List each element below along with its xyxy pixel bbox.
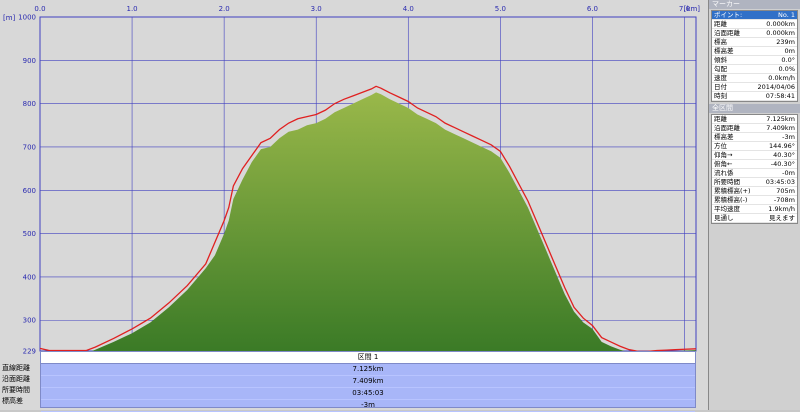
x-tick-label-7: 7.0 (679, 5, 690, 13)
x-tick-label-4: 4.0 (403, 5, 414, 13)
segment-value-time: 03:45:03 (41, 388, 695, 400)
y-axis-ticks: 229 300 400 500 600 700 800 900 1000 (18, 14, 36, 356)
y-tick-label-5: 700 (23, 143, 36, 151)
x-tick-label-2: 2.0 (219, 5, 230, 13)
whole-section-title: 全区間 (709, 104, 800, 113)
segment-header[interactable]: 区間 1 (41, 352, 695, 364)
marker-row-date[interactable]: 日付 2014/04/06 (712, 83, 797, 92)
marker-section-title: マーカー (709, 0, 800, 9)
x-unit-label: [km] (684, 5, 701, 13)
x-tick-label-0: 0.0 (34, 5, 45, 13)
marker-row-surface-distance[interactable]: 沿面距離 0.000km (712, 29, 797, 38)
info-side-panel: マーカー ポイント: No. 1 距離 0.000km 沿面距離 0.000km 標高… (708, 0, 800, 410)
y-tick-label-4: 600 (23, 187, 36, 195)
segment-label-elev: 標高差 (2, 397, 23, 405)
whole-row-cumulative-descent[interactable]: 累積標高(-) -708m (712, 196, 797, 205)
y-unit-label: [m] (3, 14, 16, 22)
marker-row-speed[interactable]: 速度 0.0km/h (712, 74, 797, 83)
whole-row-elevation-angle[interactable]: 仰角→ 40.30° (712, 151, 797, 160)
y-tick-label-6: 800 (23, 100, 36, 108)
marker-row-elevation-diff[interactable]: 標高差 0m (712, 47, 797, 56)
y-tick-label-3: 500 (23, 230, 36, 238)
whole-row-average-speed[interactable]: 平均速度 1.9km/h (712, 205, 797, 214)
segment-value-elev: -3m (41, 400, 695, 412)
marker-row-slope[interactable]: 傾斜 0.0° (712, 56, 797, 65)
whole-row-bearing[interactable]: 方位 144.96° (712, 142, 797, 151)
y-tick-label-8: 1000 (18, 14, 36, 22)
segment-label-straight: 直線距離 (2, 364, 30, 372)
segment-value-surface: 7.409km (41, 376, 695, 388)
whole-row-depression-angle[interactable]: 俯角← -40.30° (712, 160, 797, 169)
segment-label-time: 所要時間 (2, 386, 30, 394)
y-tick-label-7: 900 (23, 57, 36, 65)
y-tick-label-1: 300 (23, 317, 36, 325)
segment-row-labels: 直線距離 沿面距離 所要時間 標高差 (0, 363, 40, 407)
route-profile-line (39, 85, 697, 353)
y-tick-label-2: 400 (23, 273, 36, 281)
x-axis-ticks: 0.0 1.0 2.0 3.0 4.0 5.0 6.0 7.0 (34, 5, 690, 13)
marker-row-distance[interactable]: 距離 0.000km (712, 20, 797, 29)
whole-properties[interactable]: 距離 7.125km 沿面距離 7.409km 標高差 -3m 方位 144.96° 仰… (711, 114, 798, 224)
terrain-area (40, 92, 696, 354)
x-tick-label-3: 3.0 (311, 5, 322, 13)
segment-value-straight: 7.125km (41, 364, 695, 376)
whole-row-flow[interactable]: 流れ係 -0m (712, 169, 797, 178)
x-tick-label-6: 6.0 (587, 5, 598, 13)
marker-row-point[interactable]: ポイント: No. 1 (712, 11, 797, 20)
x-tick-label-5: 5.0 (495, 5, 506, 13)
y-tick-label-0: 229 (23, 348, 36, 356)
marker-properties[interactable]: ポイント: No. 1 距離 0.000km 沿面距離 0.000km 標高 239m … (711, 10, 798, 102)
whole-row-duration[interactable]: 所要時間 03:45:03 (712, 178, 797, 187)
segment-label-surface: 沿面距離 (2, 375, 30, 383)
elevation-chart-area[interactable]: 0.0 1.0 2.0 3.0 4.0 5.0 6.0 7.0 229 300 400 500 600… (0, 0, 708, 412)
x-tick-label-1: 1.0 (126, 5, 137, 13)
whole-row-elevation-diff[interactable]: 標高差 -3m (712, 133, 797, 142)
marker-row-elevation[interactable]: 標高 239m (712, 38, 797, 47)
segment-panel[interactable]: 区間 1 7.125km 7.409km 03:45:03 -3m (40, 351, 696, 412)
marker-row-time[interactable]: 時刻 07:58:41 (712, 92, 797, 101)
marker-row-grade[interactable]: 勾配 0.0% (712, 65, 797, 74)
elevation-profile-chart[interactable]: 0.0 1.0 2.0 3.0 4.0 5.0 6.0 7.0 229 300 400 500 600… (0, 0, 708, 410)
whole-row-cumulative-ascent[interactable]: 累積標高(+) 705m (712, 187, 797, 196)
whole-row-surface-distance[interactable]: 沿面距離 7.409km (712, 124, 797, 133)
whole-row-distance[interactable]: 距離 7.125km (712, 115, 797, 124)
whole-row-visibility[interactable]: 見通し 見えます (712, 214, 797, 223)
